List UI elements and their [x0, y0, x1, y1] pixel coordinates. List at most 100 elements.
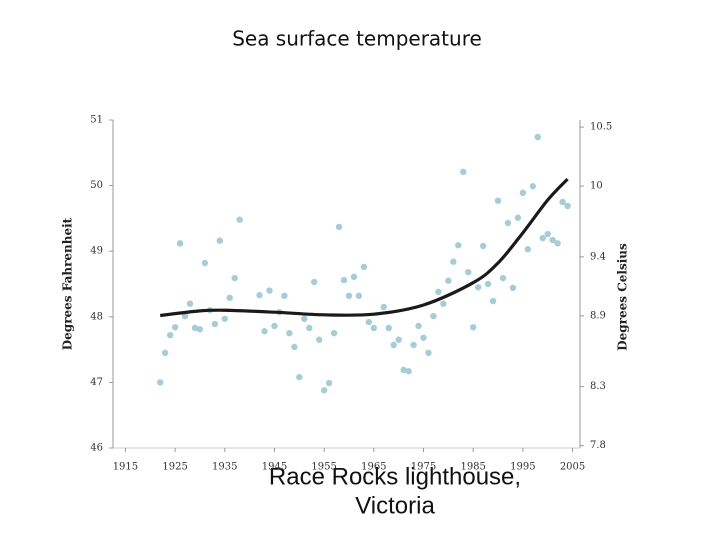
data-point	[196, 326, 204, 333]
data-point	[266, 287, 273, 294]
data-point	[301, 315, 308, 322]
data-point	[564, 202, 571, 210]
data-point	[519, 189, 527, 197]
data-point	[291, 343, 298, 351]
data-point	[415, 322, 422, 330]
data-point	[286, 330, 293, 337]
x-tick-label: 1955	[311, 462, 336, 473]
data-point	[335, 223, 343, 231]
trend-line	[160, 177, 569, 318]
y-tick-label: 46	[90, 443, 103, 454]
data-point	[355, 292, 363, 300]
y-tick-label: 49	[90, 246, 103, 257]
data-point	[350, 273, 358, 280]
x-tick-label: 1935	[212, 462, 237, 473]
data-point	[410, 341, 417, 349]
data-point	[534, 133, 541, 141]
data-point	[340, 276, 348, 284]
data-point	[166, 331, 174, 339]
data-point	[479, 242, 487, 250]
y-tick-label: 48	[90, 311, 103, 322]
x-tick-label: 1925	[162, 462, 187, 473]
data-point	[544, 230, 551, 238]
data-point	[345, 292, 353, 300]
y-axis-title: Degrees Fahrenheit	[61, 217, 75, 350]
data-point	[395, 336, 402, 343]
data-point	[474, 284, 482, 291]
data-point	[171, 324, 179, 331]
data-point	[445, 277, 452, 284]
y-tick-label: 50	[90, 180, 103, 191]
caption: Race Rocks lighthouse,	[269, 463, 521, 490]
data-point	[176, 240, 184, 247]
data-point	[450, 258, 457, 265]
data-point	[306, 324, 313, 332]
data-point	[524, 246, 532, 253]
data-point	[256, 291, 263, 299]
data-point	[221, 315, 228, 322]
data-point	[390, 341, 397, 349]
y2-tick-label: 10	[590, 181, 603, 192]
data-point	[499, 274, 507, 282]
data-point	[296, 373, 303, 381]
data-point	[330, 330, 338, 337]
data-point	[539, 234, 546, 242]
data-point	[559, 198, 566, 206]
data-point	[191, 324, 199, 332]
data-point	[360, 263, 368, 271]
data-point	[156, 379, 164, 386]
x-tick-label: 1965	[361, 462, 386, 473]
data-point	[271, 322, 278, 330]
data-point	[231, 274, 238, 282]
data-point	[469, 324, 477, 331]
data-point	[435, 288, 442, 296]
data-point	[509, 284, 517, 292]
data-point	[385, 324, 392, 332]
data-point	[440, 300, 447, 307]
data-point	[430, 312, 437, 320]
data-point	[161, 349, 169, 357]
data-point	[216, 237, 224, 244]
chart-title: Sea surface temperature	[232, 27, 482, 51]
data-point	[425, 349, 432, 357]
data-point	[201, 259, 209, 267]
data-point	[554, 240, 561, 247]
data-point	[405, 368, 412, 375]
y2-tick-label: 10.5	[590, 122, 612, 133]
caption: Victoria	[355, 492, 435, 519]
x-tick-label: 2005	[560, 462, 585, 473]
data-point	[484, 280, 492, 288]
data-point	[400, 366, 407, 374]
data-point	[494, 197, 502, 204]
y-tick-label: 47	[90, 377, 103, 388]
y2-tick-label: 8.3	[590, 381, 606, 392]
y2-axis-title: Degrees Celsius	[616, 243, 630, 351]
data-point	[320, 387, 328, 394]
data-point	[455, 242, 462, 249]
x-tick-label: 1915	[113, 462, 138, 473]
data-point	[226, 294, 233, 301]
plot-area	[156, 133, 571, 394]
data-point	[549, 236, 556, 244]
data-point	[325, 379, 333, 387]
data-point	[365, 318, 373, 326]
data-point	[465, 268, 472, 276]
data-point	[370, 324, 378, 332]
data-point	[315, 336, 323, 343]
data-point	[261, 328, 268, 335]
data-point	[460, 168, 467, 176]
data-point	[420, 334, 427, 341]
data-point	[186, 300, 194, 307]
y2-tick-label: 8.9	[590, 310, 606, 321]
data-point	[181, 312, 189, 320]
x-tick-label: 1945	[262, 462, 287, 473]
y-tick-label: 51	[90, 115, 103, 126]
x-tick-label: 1995	[510, 462, 535, 473]
y2-tick-label: 9.4	[590, 251, 606, 262]
x-tick-label: 1975	[411, 462, 436, 473]
y2-tick-label: 7.8	[590, 440, 606, 451]
data-point	[380, 303, 387, 311]
data-point	[504, 219, 512, 227]
data-point	[311, 278, 318, 286]
